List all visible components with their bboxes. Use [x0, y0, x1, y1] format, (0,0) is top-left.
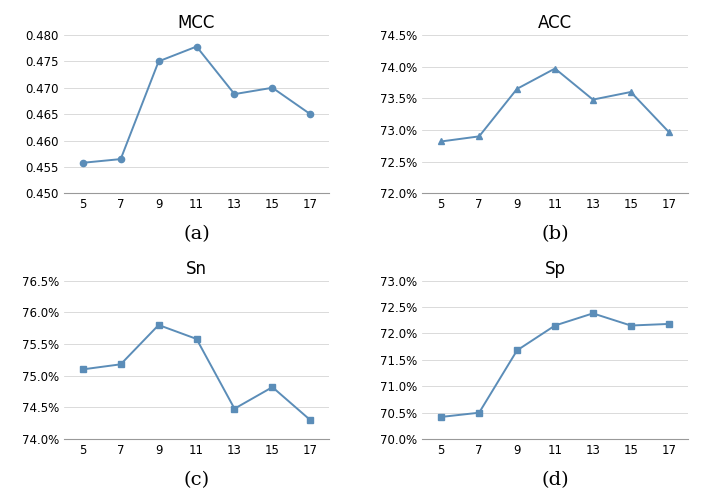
Title: MCC: MCC [178, 14, 216, 32]
Title: Sp: Sp [545, 259, 566, 277]
Text: (b): (b) [541, 225, 569, 243]
Text: (d): (d) [541, 471, 569, 489]
Text: (c): (c) [184, 471, 210, 489]
Text: (a): (a) [183, 225, 210, 243]
Title: Sn: Sn [186, 259, 207, 277]
Title: ACC: ACC [538, 14, 572, 32]
